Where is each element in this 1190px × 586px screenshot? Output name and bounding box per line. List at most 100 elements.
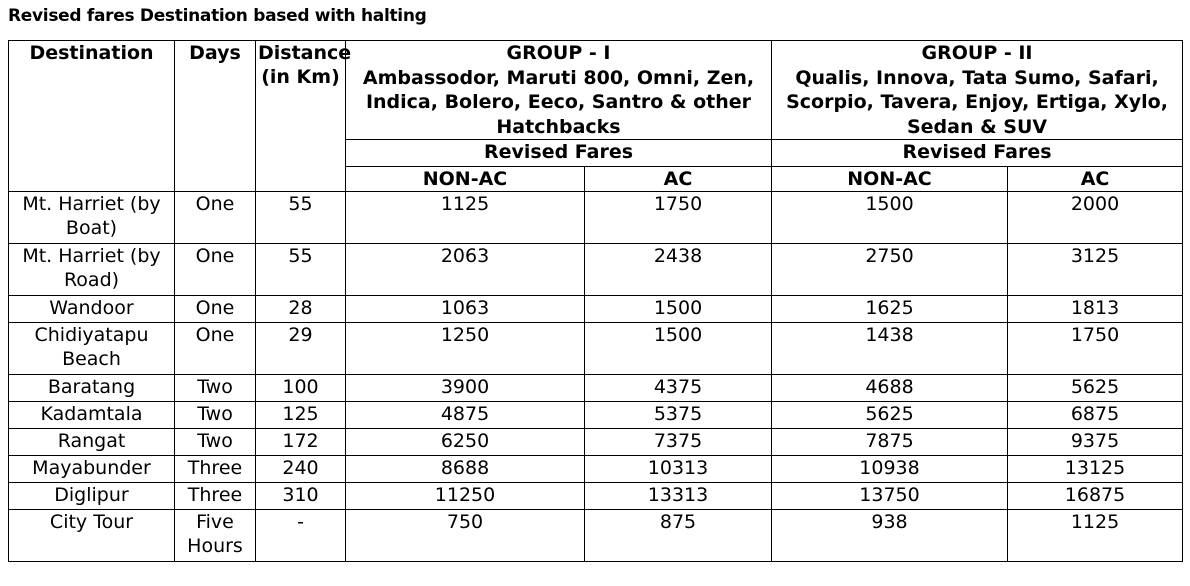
- group-1-non-ac-header: NON-AC: [345, 166, 585, 192]
- group-2-revised-fares: Revised Fares: [771, 139, 1184, 167]
- cell-g2-ac: 3125: [1007, 243, 1184, 296]
- cell-g1-non-ac: 8688: [345, 455, 585, 483]
- cell-g1-non-ac: 3900: [345, 374, 585, 402]
- cell-g1-non-ac: 750: [345, 509, 585, 562]
- cell-destination: Chidiyatapu Beach: [8, 322, 175, 375]
- table-row: Diglipur Three 310 11250 13313 13750 168…: [8, 482, 1184, 510]
- cell-distance: 240: [255, 455, 346, 483]
- cell-g2-non-ac: 2750: [771, 243, 1009, 296]
- cell-g2-ac: 16875: [1007, 482, 1184, 510]
- group-2-non-ac-header: NON-AC: [771, 166, 1009, 192]
- table-row: Mt. Harriet (by Boat) One 55 1125 1750 1…: [8, 191, 1184, 244]
- fares-table: Destination Days Distance (in Km) GROUP …: [8, 40, 1184, 562]
- cell-g2-ac: 5625: [1007, 374, 1184, 402]
- header-row-revised: Revised Fares Revised Fares: [9, 139, 1184, 167]
- cell-g2-non-ac: 938: [771, 509, 1009, 562]
- table-row: City Tour Five Hours - 750 875 938 1125: [8, 509, 1184, 562]
- cell-g2-non-ac: 13750: [771, 482, 1009, 510]
- cell-days: One: [174, 295, 256, 323]
- table-body: Mt. Harriet (by Boat) One 55 1125 1750 1…: [8, 191, 1184, 562]
- cell-g1-non-ac: 11250: [345, 482, 585, 510]
- cell-g2-ac: 6875: [1007, 401, 1184, 429]
- cell-days: Three: [174, 482, 256, 510]
- cell-distance: -: [255, 509, 346, 562]
- group-2-name: GROUP - II: [921, 42, 1033, 64]
- cell-g1-ac: 10313: [583, 455, 773, 483]
- group-1-revised-fares: Revised Fares: [344, 139, 773, 167]
- cell-destination: Wandoor: [8, 295, 175, 323]
- group-2-header: GROUP - II Qualis, Innova, Tata Sumo, Sa…: [771, 40, 1184, 140]
- cell-days: Five Hours: [174, 509, 256, 562]
- col-header-distance: Distance (in Km): [255, 40, 351, 192]
- page-title: Revised fares Destination based with hal…: [8, 6, 427, 26]
- cell-distance: 55: [255, 191, 346, 244]
- cell-g2-non-ac: 1438: [771, 322, 1009, 375]
- cell-destination: Mt. Harriet (by Boat): [8, 191, 175, 244]
- col-header-days: Days: [174, 40, 256, 192]
- cell-g2-non-ac: 10938: [771, 455, 1009, 483]
- table-row: Kadamtala Two 125 4875 5375 5625 6875: [8, 401, 1184, 429]
- cell-distance: 100: [255, 374, 346, 402]
- cell-distance: 55: [255, 243, 346, 296]
- table-header: Destination Days Distance (in Km) GROUP …: [8, 40, 1184, 192]
- cell-destination: Mayabunder: [8, 455, 175, 483]
- cell-destination: Rangat: [8, 428, 175, 456]
- cell-distance: 28: [255, 295, 346, 323]
- cell-g1-non-ac: 4875: [345, 401, 585, 429]
- cell-g1-ac: 7375: [583, 428, 773, 456]
- cell-g1-ac: 1750: [583, 191, 773, 244]
- cell-g1-non-ac: 2063: [345, 243, 585, 296]
- cell-g1-ac: 5375: [583, 401, 773, 429]
- cell-g1-ac: 2438: [583, 243, 773, 296]
- col-header-destination: Destination: [8, 40, 175, 192]
- header-row-groups: Destination Days Distance (in Km) GROUP …: [8, 40, 1184, 192]
- cell-days: One: [174, 322, 256, 375]
- table-row: Rangat Two 172 6250 7375 7875 9375: [8, 428, 1184, 456]
- cell-g1-ac: 875: [583, 509, 773, 562]
- cell-g1-ac: 4375: [583, 374, 773, 402]
- cell-distance: 310: [255, 482, 346, 510]
- cell-g2-non-ac: 7875: [771, 428, 1009, 456]
- table-row: Wandoor One 28 1063 1500 1625 1813: [8, 295, 1184, 323]
- cell-g2-non-ac: 1625: [771, 295, 1009, 323]
- group-2-ac-header: AC: [1007, 166, 1184, 192]
- group-1-name: GROUP - I: [506, 42, 611, 64]
- cell-days: Two: [174, 374, 256, 402]
- cell-g2-non-ac: 5625: [771, 401, 1009, 429]
- group-1-ac-header: AC: [583, 166, 773, 192]
- cell-distance: 29: [255, 322, 346, 375]
- cell-g2-ac: 9375: [1007, 428, 1184, 456]
- table-row: Mayabunder Three 240 8688 10313 10938 13…: [8, 455, 1184, 483]
- group-2-models: Qualis, Innova, Tata Sumo, Safari, Scorp…: [786, 66, 1168, 138]
- cell-g2-ac: 1125: [1007, 509, 1184, 562]
- cell-g2-ac: 1750: [1007, 322, 1184, 375]
- cell-days: One: [174, 243, 256, 296]
- cell-distance: 125: [255, 401, 346, 429]
- cell-destination: Kadamtala: [8, 401, 175, 429]
- cell-g1-ac: 1500: [583, 295, 773, 323]
- header-row-ac: NON-AC AC NON-AC AC: [9, 166, 1184, 192]
- cell-g1-non-ac: 1125: [345, 191, 585, 244]
- cell-days: Three: [174, 455, 256, 483]
- table-row: Chidiyatapu Beach One 29 1250 1500 1438 …: [8, 322, 1184, 375]
- cell-destination: City Tour: [8, 509, 175, 562]
- cell-g1-non-ac: 1250: [345, 322, 585, 375]
- group-1-models: Ambassodor, Maruti 800, Omni, Zen, Indic…: [362, 66, 755, 138]
- cell-g2-non-ac: 4688: [771, 374, 1009, 402]
- cell-g2-ac: 13125: [1007, 455, 1184, 483]
- cell-days: One: [174, 191, 256, 244]
- cell-days: Two: [174, 428, 256, 456]
- table-row: Baratang Two 100 3900 4375 4688 5625: [8, 374, 1184, 402]
- cell-g1-ac: 13313: [583, 482, 773, 510]
- cell-g2-ac: 1813: [1007, 295, 1184, 323]
- cell-g1-ac: 1500: [583, 322, 773, 375]
- cell-g2-non-ac: 1500: [771, 191, 1009, 244]
- cell-days: Two: [174, 401, 256, 429]
- cell-destination: Mt. Harriet (by Road): [8, 243, 175, 296]
- cell-g1-non-ac: 6250: [345, 428, 585, 456]
- cell-g1-non-ac: 1063: [345, 295, 585, 323]
- cell-destination: Baratang: [8, 374, 175, 402]
- group-1-header: GROUP - I Ambassodor, Maruti 800, Omni, …: [344, 40, 773, 140]
- table-row: Mt. Harriet (by Road) One 55 2063 2438 2…: [8, 243, 1184, 296]
- cell-g2-ac: 2000: [1007, 191, 1184, 244]
